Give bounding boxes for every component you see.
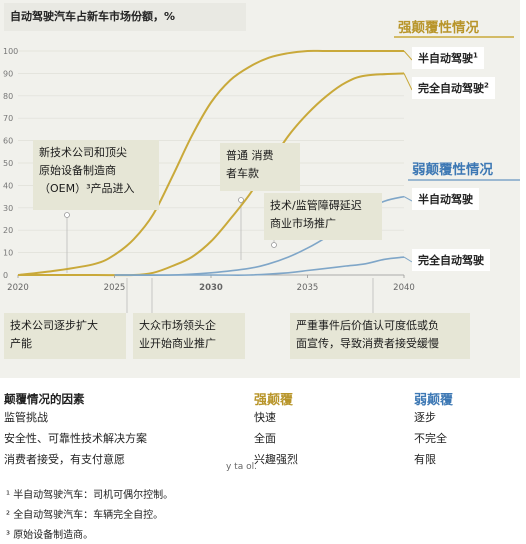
legend-factors: 监管挑战 安全性、可靠性技术解决方案 消费者接受，有支付意愿 — [4, 407, 147, 470]
y-tick-label: 40 — [3, 181, 13, 190]
label-strong-full: 完全自动驾驶2 — [412, 77, 495, 99]
annotation-new-entrants: 新技术公司和顶尖 原始设备制造商 （OEM）³产品进入 — [33, 140, 159, 210]
annotation-line: 者车款 — [226, 167, 259, 180]
annotation-capacity: 技术公司逐步扩大 产能 — [4, 313, 126, 359]
legend-weak-item: 不完全 — [414, 432, 447, 445]
annotation-barriers: 技术/监管障碍延迟 商业市场推广 — [264, 193, 382, 240]
y-tick-label: 100 — [3, 47, 18, 56]
footnote-3: ³ 原始设备制造商。 — [6, 530, 94, 541]
annotation-slow-acceptance: 严重事件后价值认可度低或负 面宣传，导致消费者接受缓慢 — [290, 313, 470, 359]
legend-strong-item: 兴趣强烈 — [254, 453, 298, 466]
label-weak-full: 完全自动驾驶 — [412, 249, 490, 271]
annotation-line: 商业市场推广 — [270, 217, 336, 230]
legend-weak-title: 弱颠覆 — [414, 393, 454, 408]
legend-weak-values: 逐步 不完全 有限 — [414, 407, 447, 470]
annotation-line: 业开始商业推广 — [139, 337, 216, 350]
legend-strong-values: 快速 全面 兴趣强烈 — [254, 407, 298, 470]
legend-strong-title: 强颠覆 — [254, 393, 294, 408]
label-strong-full-sup: 2 — [484, 81, 489, 90]
legend-factor-item: 安全性、可靠性技术解决方案 — [4, 432, 147, 445]
annotation-marker — [271, 242, 277, 248]
x-tick-label: 2025 — [104, 283, 126, 293]
y-tick-label: 90 — [3, 69, 13, 78]
label-weak-semi: 半自动驾驶 — [412, 188, 479, 210]
legend-weak-item: 有限 — [414, 453, 436, 466]
label-strong-semi: 半自动驾驶1 — [412, 47, 484, 69]
y-tick-label: 0 — [3, 271, 8, 280]
annotation-line: 新技术公司和顶尖 — [39, 146, 127, 159]
annotation-line: 大众市场领头企 — [139, 319, 216, 332]
annotation-mass-market: 大众市场领头企 业开始商业推广 — [133, 313, 245, 359]
annotation-line: 面宣传，导致消费者接受缓慢 — [296, 337, 439, 350]
annotation-line: 严重事件后价值认可度低或负 — [296, 319, 439, 332]
y-tick-label: 10 — [3, 249, 13, 258]
annotation-marker — [64, 212, 70, 218]
legend-factor-title: 颠覆情况的因素 — [4, 392, 85, 406]
x-tick-label: 2035 — [297, 283, 319, 293]
x-tick-label: 2030 — [199, 283, 223, 293]
header-weak-scenario: 弱颠覆性情况 — [412, 162, 493, 178]
annotation-consumer-models: 普通 消费 者车款 — [220, 143, 300, 191]
series-line-weak-full — [114, 256, 405, 276]
y-tick-label: 30 — [3, 204, 13, 213]
label-strong-full-text: 完全自动驾驶 — [418, 82, 484, 95]
series-label-connector — [403, 196, 413, 202]
annotation-line: （OEM）³产品进入 — [39, 182, 135, 195]
annotation-line: 原始设备制造商 — [39, 164, 116, 177]
legend-factor-item: 监管挑战 — [4, 411, 48, 424]
annotation-marker — [238, 197, 244, 203]
annotation-line: 普通 消费 — [226, 149, 274, 162]
label-strong-semi-text: 半自动驾驶 — [418, 52, 473, 65]
x-tick-label: 2040 — [393, 283, 415, 293]
series-line-strong-semi — [17, 49, 404, 276]
footnote-2: ² 全自动驾驶汽车：车辆完全自控。 — [6, 510, 164, 521]
annotation-line: 技术/监管障碍延迟 — [270, 199, 362, 212]
annotation-line: 产能 — [10, 337, 32, 350]
y-tick-label: 20 — [3, 226, 13, 235]
y-tick-label: 50 — [3, 159, 13, 168]
y-tick-label: 70 — [3, 114, 13, 123]
x-tick-label: 2020 — [7, 283, 29, 293]
y-tick-label: 80 — [3, 92, 13, 101]
series-label-connector — [403, 50, 413, 61]
series-label-connector — [403, 256, 413, 263]
y-tick-label: 60 — [3, 137, 13, 146]
legend-factor-item: 消费者接受，有支付意愿 — [4, 453, 125, 466]
legend-weak-item: 逐步 — [414, 411, 436, 424]
annotation-line: 技术公司逐步扩大 — [10, 319, 98, 332]
header-strong-scenario: 强颠覆性情况 — [398, 20, 479, 36]
series-label-connector — [403, 73, 413, 91]
footnote-1: ¹ 半自动驾驶汽车：司机可偶尔控制。 — [6, 490, 174, 501]
legend-strong-item: 快速 — [254, 411, 276, 424]
legend-strong-item: 全面 — [254, 432, 276, 445]
chart-title: 自动驾驶汽车占新车市场份额，% — [4, 3, 246, 31]
label-strong-semi-sup: 1 — [473, 51, 478, 60]
faint-overlay-text: y ta ol. — [226, 462, 257, 472]
